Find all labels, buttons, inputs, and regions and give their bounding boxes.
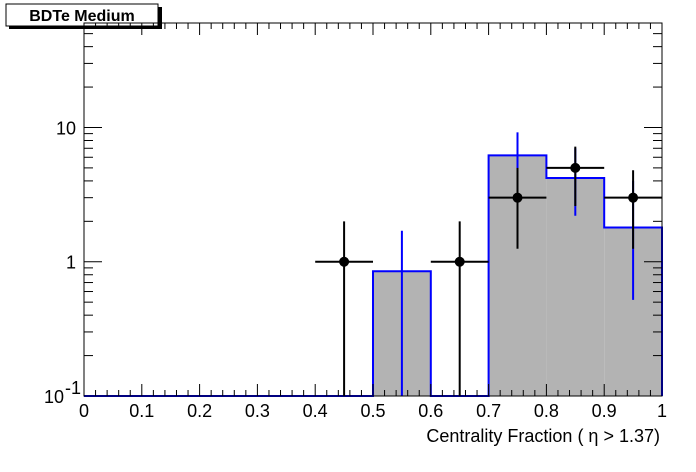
y-tick-label-0: 10 (44, 387, 64, 407)
x-tick-label-10: 1 (657, 401, 667, 421)
x-axis: 0 0.1 0.2 0.3 0.4 0.5 0.6 0.7 0.8 0.9 1 (79, 23, 667, 421)
y-tick-label-1: 1 (66, 253, 76, 273)
y-tick-label-2: 10 (56, 118, 76, 138)
y-tick-label-exponent-0: -1 (65, 378, 81, 398)
x-tick-label-8: 0.8 (534, 401, 559, 421)
data-point-4 (628, 192, 639, 203)
x-axis-label: Centrality Fraction ( η > 1.37) (426, 426, 660, 446)
x-tick-label-6: 0.6 (418, 401, 443, 421)
x-tick-label-9: 0.9 (592, 401, 617, 421)
x-tick-label-4: 0.4 (303, 401, 328, 421)
chart-title: BDTe Medium (29, 8, 134, 25)
data-point-3 (570, 162, 581, 173)
x-tick-label-7: 0.7 (476, 401, 501, 421)
title-box: BDTe Medium (5, 3, 162, 29)
x-tick-label-3: 0.3 (245, 401, 270, 421)
title-box-frame (5, 3, 159, 27)
data-point-0 (339, 256, 350, 267)
data-point-2 (512, 192, 523, 203)
x-tick-label-0: 0 (79, 401, 89, 421)
x-tick-label-2: 0.2 (187, 401, 212, 421)
data-point-1 (454, 256, 465, 267)
data-points-layer (315, 146, 662, 396)
x-tick-label-1: 0.1 (129, 401, 154, 421)
x-tick-label-5: 0.5 (360, 401, 385, 421)
